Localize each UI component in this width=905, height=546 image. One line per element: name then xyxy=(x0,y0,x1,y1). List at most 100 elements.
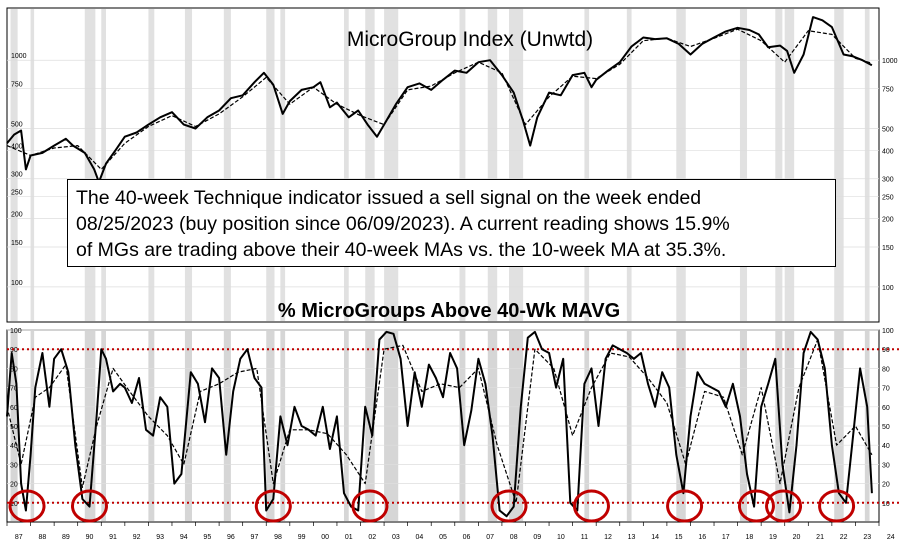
breadth-y-tick-label-right: 30 xyxy=(882,462,890,469)
x-tick-label: 21 xyxy=(816,534,824,541)
breadth-y-tick-label-left: 20 xyxy=(10,482,18,489)
breadth-y-tick-label-left: 30 xyxy=(10,462,18,469)
x-tick-label: 14 xyxy=(651,534,659,541)
x-tick-label: 98 xyxy=(274,534,282,541)
highlight-circle xyxy=(351,489,389,523)
x-tick-label: 97 xyxy=(251,534,259,541)
x-tick-label: 99 xyxy=(298,534,306,541)
index-plot-frame xyxy=(6,7,880,323)
index-shaded-bar xyxy=(784,9,795,321)
index-y-tick-label-right: 1000 xyxy=(882,58,898,65)
x-tick-label: 87 xyxy=(15,534,23,541)
index-shaded-bar xyxy=(365,9,375,321)
index-shaded-bar xyxy=(10,9,18,321)
highlight-circle xyxy=(818,489,856,523)
index-shaded-bar xyxy=(676,9,686,321)
x-tick-label: 10 xyxy=(557,534,565,541)
breadth-y-tick-label-right: 10 xyxy=(882,501,890,508)
x-tick-label: 08 xyxy=(510,534,518,541)
x-tick-label: 89 xyxy=(62,534,70,541)
x-tick-label: 09 xyxy=(533,534,541,541)
breadth-y-tick-label-right: 100 xyxy=(882,328,894,335)
index-shaded-bar xyxy=(487,9,498,321)
x-tick-label: 03 xyxy=(392,534,400,541)
index-shaded-bar xyxy=(280,9,286,321)
index-shaded-bar xyxy=(584,9,590,321)
breadth-y-tick-label-right: 20 xyxy=(882,482,890,489)
highlight-circle xyxy=(737,489,775,523)
index-y-tick-label-left: 400 xyxy=(11,143,23,150)
highlight-circle xyxy=(8,489,46,523)
x-tick-label: 12 xyxy=(604,534,612,541)
index-shaded-bar xyxy=(834,9,844,321)
breadth-y-tick-label-right: 80 xyxy=(882,366,890,373)
x-tick-label: 01 xyxy=(345,534,353,541)
breadth-y-tick-label-left: 60 xyxy=(10,405,18,412)
index-y-tick-label-right: 300 xyxy=(882,177,894,184)
annotation-line-3: of MGs are trading above their 40-week M… xyxy=(76,239,727,261)
x-tick-label: 02 xyxy=(368,534,376,541)
x-tick-label: 93 xyxy=(156,534,164,541)
index-y-tick-label-right: 200 xyxy=(882,217,894,224)
x-tick-label: 95 xyxy=(203,534,211,541)
x-tick-label: 15 xyxy=(675,534,683,541)
breadth-y-tick-label-left: 90 xyxy=(10,347,18,354)
breadth-y-tick-label-left: 50 xyxy=(10,424,18,431)
index-shaded-bar xyxy=(266,9,275,321)
index-y-tick-label-right: 250 xyxy=(882,195,894,202)
highlight-circle xyxy=(490,489,528,523)
index-shaded-bar xyxy=(101,9,106,321)
highlight-circle xyxy=(254,489,292,523)
index-shaded-bar xyxy=(508,9,524,321)
x-tick-label: 96 xyxy=(227,534,235,541)
signal-annotation: The 40-week Technique indicator issued a… xyxy=(67,179,836,267)
index-shaded-bar xyxy=(223,9,231,321)
highlight-circle xyxy=(572,489,610,523)
x-tick-label: 06 xyxy=(463,534,471,541)
breadth-y-tick-label-right: 70 xyxy=(882,386,890,393)
index-y-tick-label-left: 500 xyxy=(11,121,23,128)
highlight-circle xyxy=(70,489,108,523)
index-y-tick-label-left: 1000 xyxy=(11,53,27,60)
index-y-tick-label-left: 750 xyxy=(11,82,23,89)
x-tick-label: 04 xyxy=(416,534,424,541)
annotation-line-1: The 40-week Technique indicator issued a… xyxy=(76,187,702,209)
x-tick-label: 20 xyxy=(793,534,801,541)
x-tick-label: 13 xyxy=(628,534,636,541)
x-tick-label: 00 xyxy=(321,534,329,541)
index-y-tick-label-right: 400 xyxy=(882,148,894,155)
breadth-moving-average-line xyxy=(6,339,873,504)
breadth-y-tick-label-left: 10 xyxy=(10,501,18,508)
index-shaded-bar xyxy=(864,9,870,321)
index-shaded-bar xyxy=(84,9,96,321)
index-shaded-bar xyxy=(459,9,466,321)
index-y-tick-label-left: 300 xyxy=(11,172,23,179)
breadth-y-tick-label-right: 50 xyxy=(882,424,890,431)
index-y-tick-label-left: 150 xyxy=(11,240,23,247)
breadth-percent-line xyxy=(6,330,873,518)
index-shaded-bar xyxy=(384,9,399,321)
index-price-line xyxy=(6,16,873,184)
index-y-tick-label-left: 250 xyxy=(11,190,23,197)
x-tick-label: 16 xyxy=(698,534,706,541)
breadth-chart-title: % MicroGroups Above 40-Wk MAVG xyxy=(278,300,620,322)
x-tick-label: 18 xyxy=(745,534,753,541)
index-y-tick-label-left: 100 xyxy=(11,280,23,287)
index-y-tick-label-right: 500 xyxy=(882,126,894,133)
breadth-y-tick-label-left: 40 xyxy=(10,443,18,450)
x-tick-label: 17 xyxy=(722,534,730,541)
x-tick-label: 92 xyxy=(133,534,141,541)
x-tick-label: 88 xyxy=(38,534,46,541)
index-y-tick-label-right: 750 xyxy=(882,87,894,94)
x-tick-label: 22 xyxy=(840,534,848,541)
index-shaded-bar xyxy=(775,9,783,321)
index-panel: 1000 1000 750 750 500 500 400 400 300 300 250 250 20… xyxy=(6,7,898,323)
annotation-line-2: 08/25/2023 (buy position since 06/09/202… xyxy=(76,213,730,235)
index-shaded-bar xyxy=(344,9,349,321)
x-tick-label: 19 xyxy=(769,534,777,541)
breadth-y-tick-label-right: 40 xyxy=(882,443,890,450)
index-y-tick-label-left: 200 xyxy=(11,212,23,219)
breadth-y-tick-label-right: 90 xyxy=(882,347,890,354)
